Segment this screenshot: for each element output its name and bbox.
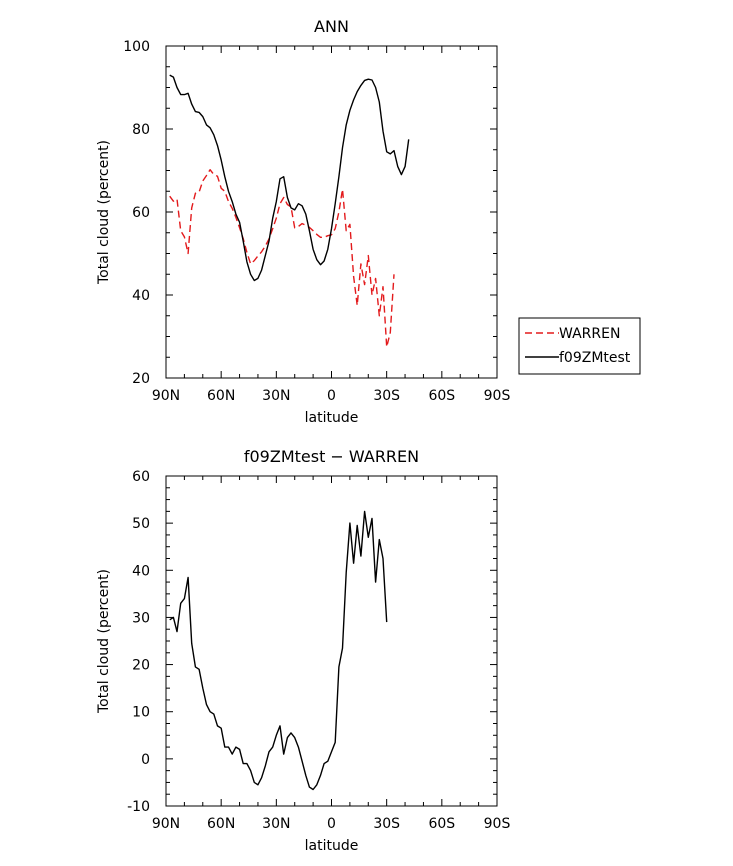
y-tick-label: 30 [132, 610, 150, 626]
x-tick-label: 0 [327, 388, 336, 404]
x-tick-label: 90S [484, 388, 511, 404]
series-line-f09zmtest [169, 74, 410, 282]
legend-label: WARREN [559, 326, 620, 342]
chart-title: f09ZMtest − WARREN [244, 447, 419, 466]
y-tick-label: 60 [132, 469, 150, 485]
x-tick-label: 90S [484, 816, 511, 832]
y-tick-label: 50 [132, 516, 150, 532]
legend-box [518, 317, 641, 375]
x-tick-label: 90N [152, 388, 180, 404]
x-tick-label: 60N [207, 388, 235, 404]
x-tick-label: 30S [373, 388, 400, 404]
x-tick-label: 90N [152, 816, 180, 832]
y-tick-label: 20 [132, 658, 150, 674]
x-axis-label: latitude [305, 838, 359, 854]
y-tick-label: 40 [132, 563, 150, 579]
x-tick-label: 30N [262, 388, 290, 404]
x-tick-label: 60N [207, 816, 235, 832]
chart-title: ANN [314, 17, 349, 36]
series-line-warren [169, 169, 395, 348]
y-tick-label: 0 [141, 752, 150, 768]
y-tick-label: -10 [127, 799, 150, 815]
plot-frame [165, 45, 498, 379]
y-tick-label: 100 [123, 39, 150, 55]
x-tick-label: 60S [428, 816, 455, 832]
series-line-difference [169, 510, 388, 791]
chart-2: f09ZMtest − WARREN 90N 60N 30N 0 30S 60S 90S -10… [96, 447, 510, 854]
x-tick-label: 30N [262, 816, 290, 832]
x-tick-label: 0 [327, 816, 336, 832]
legend: WARREN f09ZMtest [518, 317, 641, 375]
y-tick-label: 60 [132, 205, 150, 221]
y-tick-label: 20 [132, 371, 150, 387]
y-axis-label: Total cloud (percent) [96, 140, 112, 285]
y-tick-label: 10 [132, 705, 150, 721]
x-tick-label: 60S [428, 388, 455, 404]
y-tick-label: 80 [132, 122, 150, 138]
y-tick-label: 40 [132, 288, 150, 304]
x-tick-label: 30S [373, 816, 400, 832]
plot-frame [165, 475, 498, 807]
chart-1: ANN 90N 60N 30N 0 30S 60S 90S 20 40 60 80 100 latitud… [96, 17, 641, 426]
x-axis-label: latitude [305, 410, 359, 426]
y-axis-label: Total cloud (percent) [96, 569, 112, 714]
legend-label: f09ZMtest [559, 350, 631, 366]
